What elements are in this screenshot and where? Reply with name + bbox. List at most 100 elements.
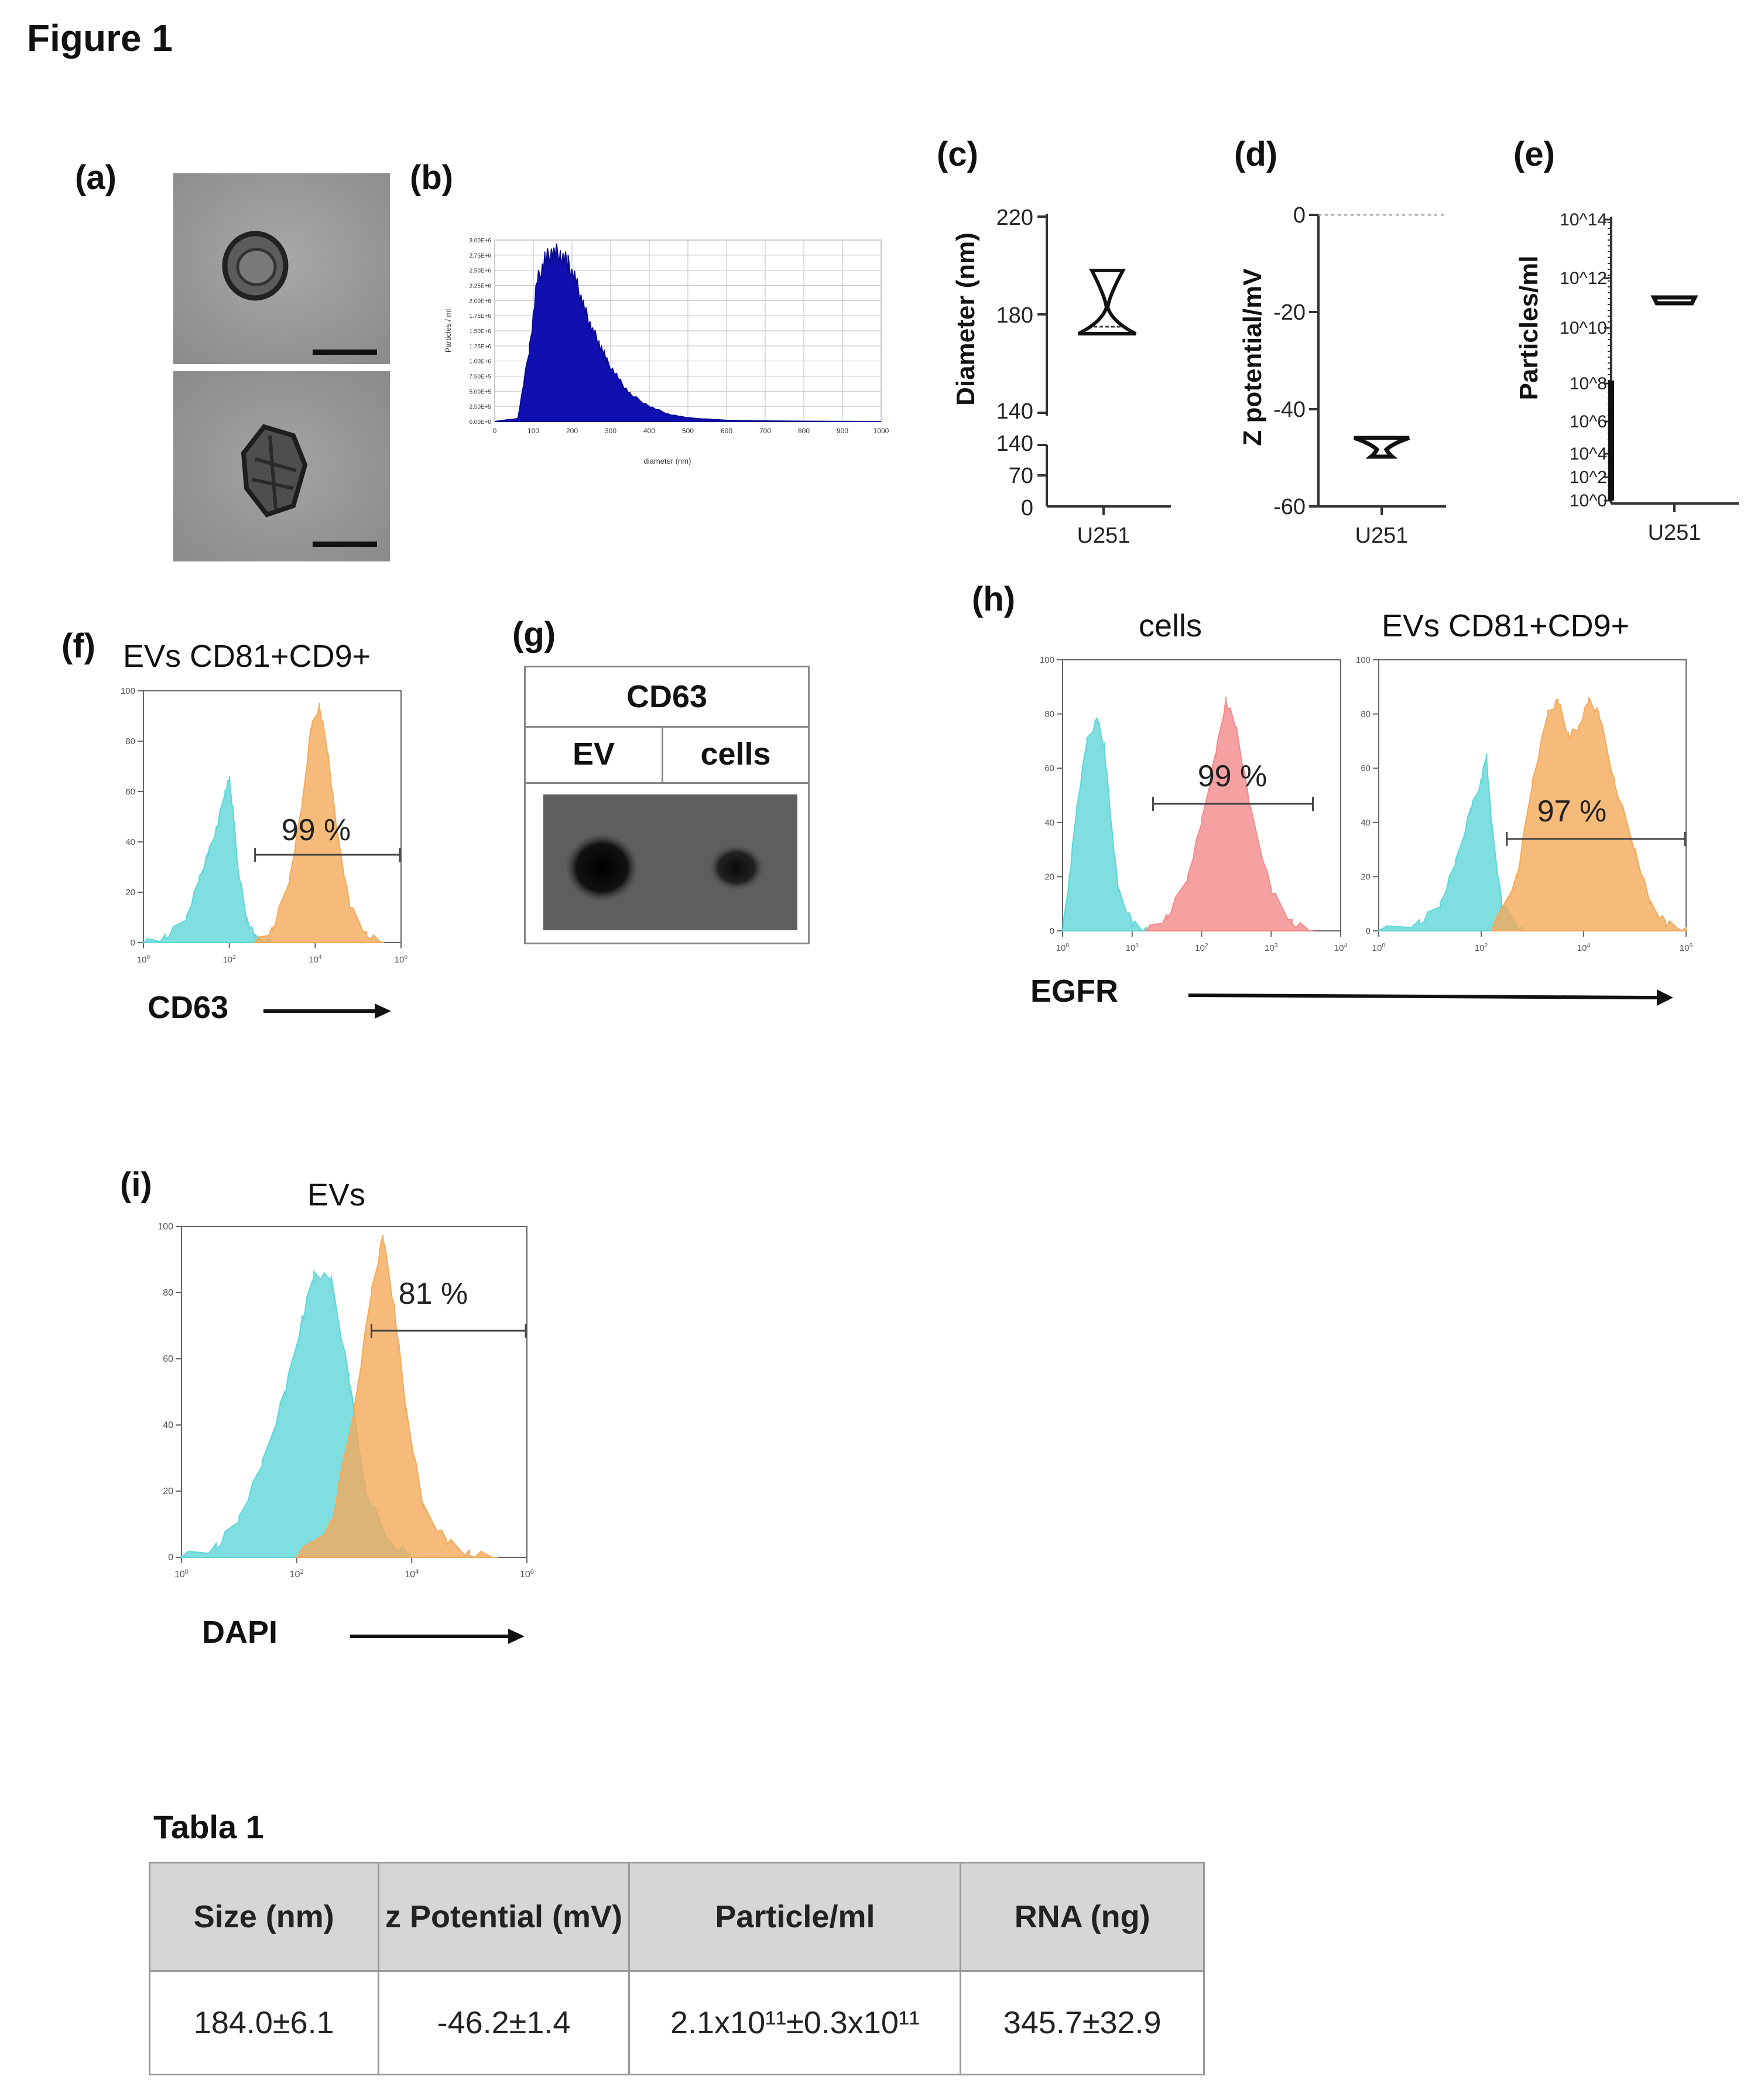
ytick-label: 60 <box>1361 763 1371 773</box>
tem-vesicle-bottom <box>173 371 390 561</box>
blot-band-ev <box>566 834 638 902</box>
xtick-label: 102 <box>222 954 236 965</box>
nta-xtick: 200 <box>566 427 578 435</box>
plot-frame <box>143 690 402 943</box>
xtick-label: 104 <box>1577 942 1591 953</box>
tem-image-top <box>173 173 390 364</box>
zpotential-tick: -40 <box>1273 398 1306 422</box>
nta-ylabel: Particles / ml <box>445 309 453 353</box>
nta-ytick: 2.00E+6 <box>469 298 491 304</box>
particles-tick: 10^8 <box>1570 374 1607 393</box>
ytick-label: 60 <box>1044 763 1054 773</box>
table-header-cell: RNA (ng) <box>960 1862 1205 1972</box>
nta-xtick: 300 <box>605 427 616 435</box>
ytick-label: 80 <box>125 736 135 746</box>
stained-histogram <box>1145 697 1313 931</box>
panel-h-title-evs: EVs CD81+CD9+ <box>1382 608 1630 643</box>
panel-label-b: (b) <box>410 159 454 197</box>
summary-table: Size (nm) z Potential (mV) Particle/ml R… <box>149 1862 1205 2075</box>
ytick-label: 40 <box>1361 818 1371 828</box>
blot-lane-ev: EV <box>526 726 663 784</box>
panel-f-marker: CD63 <box>148 990 229 1025</box>
zpotential-tick: -60 <box>1273 495 1306 519</box>
panel-label-i: (i) <box>120 1166 152 1204</box>
zpotential-ylabel: Z potential/mV <box>1238 268 1267 446</box>
stained-histogram <box>295 1235 498 1558</box>
nta-ytick: 1.25E+6 <box>469 344 491 350</box>
particles-tick: 10^14 <box>1560 210 1607 229</box>
gate-percentage: 81 % <box>399 1277 468 1311</box>
zpotential-tick: 0 <box>1293 203 1306 228</box>
panel-label-a: (a) <box>75 159 117 197</box>
nta-xtick: 700 <box>759 427 771 435</box>
gate-percentage: 99 % <box>1198 759 1267 793</box>
panel-label-c: (c) <box>937 135 978 173</box>
nta-ytick: 2.50E+5 <box>469 404 491 410</box>
diameter-violin <box>1077 269 1137 335</box>
ytick-label: 0 <box>131 938 135 948</box>
table-header-cell: Particle/ml <box>628 1862 962 1972</box>
scale-bar <box>313 542 377 547</box>
gate-percentage: 99 % <box>282 813 351 847</box>
table-title: Tabla 1 <box>153 1808 264 1845</box>
table-header-cell: Size (nm) <box>149 1862 379 1972</box>
western-blot-panel: CD63 EV cells <box>524 666 810 944</box>
nta-ytick: 7.50E+5 <box>469 374 491 381</box>
nta-xtick: 400 <box>643 427 655 435</box>
panel-i-marker: DAPI <box>202 1615 278 1650</box>
xtick-label: 102 <box>290 1568 304 1580</box>
nta-xtick: 900 <box>837 427 848 435</box>
xtick-label: 100 <box>1372 942 1386 953</box>
panel-label-e: (e) <box>1513 135 1555 173</box>
tem-image-bottom <box>173 371 390 561</box>
particles-tick: 10^0 <box>1570 491 1607 511</box>
table-row: 184.0±6.1 -46.2±1.4 2.1x10¹¹±0.3x10¹¹ 34… <box>149 1970 1205 2075</box>
xtick-label: 104 <box>309 954 322 965</box>
diameter-tick: 140 <box>996 399 1033 424</box>
blot-band-cells <box>708 844 765 891</box>
table-header-cell: z Potential (mV) <box>377 1862 631 1972</box>
particles-ylabel: Particles/ml <box>1516 255 1543 400</box>
panel-f-title: EVs CD81+CD9+ <box>123 639 371 674</box>
ytick-label: 40 <box>163 1420 173 1430</box>
diameter-tick: 0 <box>1021 496 1033 520</box>
blot-lane-cells: cells <box>663 726 808 784</box>
panel-label-h: (h) <box>972 580 1016 618</box>
nta-ytick: 2.25E+6 <box>469 283 491 290</box>
particles-tick: 10^2 <box>1570 468 1607 487</box>
nta-xtick: 0 <box>493 427 497 435</box>
particles-violin <box>1650 295 1698 306</box>
panel-label-g: (g) <box>512 615 556 653</box>
control-histogram <box>1376 753 1523 931</box>
table-cell: 345.7±32.9 <box>960 1970 1205 2075</box>
blot-image <box>543 794 797 930</box>
stained-histogram <box>1491 697 1687 932</box>
xtick-label: 100 <box>1056 942 1070 953</box>
ytick-label: 80 <box>163 1288 173 1298</box>
diameter-category: U251 <box>1077 523 1130 548</box>
particles-tick: 10^12 <box>1560 269 1607 288</box>
zpotential-violin-chart: Z potential/mV 0 -20 -40 -60 U251 <box>1238 203 1446 548</box>
zpotential-category: U251 <box>1355 523 1409 548</box>
ytick-label: 40 <box>1044 818 1054 828</box>
stained-histogram <box>253 703 384 943</box>
gate-percentage: 97 % <box>1537 794 1607 828</box>
nta-ytick: 0.00E+0 <box>469 419 491 426</box>
particles-violin-chart: Particles/ml 10^14 10^12 10^10 10^8 10^6… <box>1516 210 1739 545</box>
particles-tick: 10^4 <box>1570 444 1607 464</box>
panel-h-marker: EGFR <box>1030 974 1119 1009</box>
xtick-label: 102 <box>1475 942 1488 953</box>
control-histogram <box>142 776 273 944</box>
ytick-label: 100 <box>1040 655 1054 665</box>
arrow-icon <box>263 1003 391 1019</box>
nta-distribution-area <box>494 243 881 422</box>
ytick-label: 20 <box>125 888 135 897</box>
nta-ytick: 2.75E+6 <box>469 253 491 259</box>
zpotential-violin <box>1353 436 1410 459</box>
nta-chart: 0.00E+0 2.50E+5 5.00E+5 7.50E+5 1.00E+6 1.25E… <box>445 238 889 465</box>
ytick-label: 100 <box>1356 655 1371 665</box>
ytick-label: 20 <box>1361 872 1371 882</box>
particles-tick: 10^10 <box>1560 318 1607 338</box>
table-header-row: Size (nm) z Potential (mV) Particle/ml R… <box>149 1862 1205 1972</box>
panel-i-title: EVs <box>307 1177 366 1212</box>
